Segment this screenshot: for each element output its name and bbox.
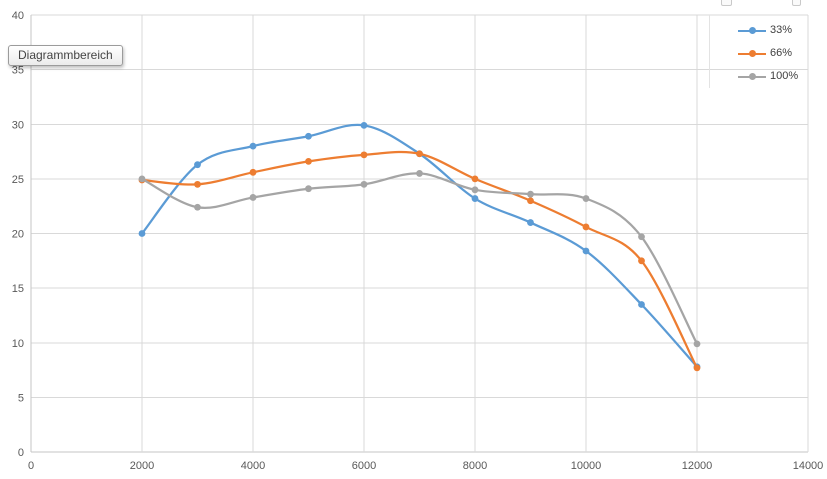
data-point-33%[interactable] xyxy=(527,219,534,226)
legend-swatch-100 xyxy=(738,68,766,85)
chart-legend[interactable]: 33% 66% 100% xyxy=(738,22,824,91)
data-point-33%[interactable] xyxy=(582,247,590,255)
x-tick-label: 12000 xyxy=(682,460,713,472)
data-point-66%[interactable] xyxy=(638,257,645,265)
x-tick-label: 0 xyxy=(28,460,34,472)
data-point-66%[interactable] xyxy=(582,223,590,231)
data-point-100%[interactable] xyxy=(638,233,645,241)
x-tick-label: 6000 xyxy=(352,460,376,472)
data-point-100%[interactable] xyxy=(527,190,534,198)
window-edge-artifact xyxy=(721,0,732,6)
y-tick-label: 15 xyxy=(12,283,24,295)
data-point-33%[interactable] xyxy=(360,121,368,129)
data-point-33%[interactable] xyxy=(249,142,257,150)
data-point-66%[interactable] xyxy=(693,364,701,372)
window-edge-artifact xyxy=(792,0,801,6)
y-tick-label: 30 xyxy=(12,119,24,131)
data-point-100%[interactable] xyxy=(249,194,257,201)
data-point-33%[interactable] xyxy=(305,132,312,140)
legend-label-33: 33% xyxy=(770,24,793,36)
y-tick-label: 35 xyxy=(12,65,24,77)
data-point-66%[interactable] xyxy=(360,151,368,159)
data-point-100%[interactable] xyxy=(471,186,479,194)
y-tick-label: 25 xyxy=(12,174,24,186)
y-tick-label: 10 xyxy=(12,338,24,350)
data-point-66%[interactable] xyxy=(471,175,479,183)
y-tick-label: 20 xyxy=(12,229,24,241)
x-tick-label: 8000 xyxy=(463,460,487,472)
data-point-33%[interactable] xyxy=(138,230,146,237)
data-point-100%[interactable] xyxy=(194,203,201,211)
data-point-100%[interactable] xyxy=(582,195,590,202)
y-tick-label: 0 xyxy=(18,447,24,459)
series-line-33%[interactable] xyxy=(140,123,699,368)
data-point-66%[interactable] xyxy=(249,168,257,176)
data-point-100%[interactable] xyxy=(416,170,423,177)
x-tick-label: 14000 xyxy=(793,460,824,472)
y-tick-label: 40 xyxy=(12,10,24,22)
data-point-100%[interactable] xyxy=(693,340,701,348)
data-point-66%[interactable] xyxy=(527,197,534,205)
legend-item-33[interactable]: 33% xyxy=(738,22,824,39)
chart-area-tooltip: Diagrammbereich xyxy=(8,45,123,66)
data-point-100%[interactable] xyxy=(305,185,312,193)
legend-swatch-33 xyxy=(738,22,766,39)
legend-item-100[interactable]: 100% xyxy=(738,68,824,85)
data-point-66%[interactable] xyxy=(194,180,201,188)
data-point-33%[interactable] xyxy=(638,301,645,308)
data-point-66%[interactable] xyxy=(305,157,312,165)
data-point-100%[interactable] xyxy=(138,175,146,183)
legend-label-100: 100% xyxy=(770,70,799,82)
data-point-33%[interactable] xyxy=(471,195,479,202)
x-tick-label: 10000 xyxy=(571,460,602,472)
x-tick-label: 2000 xyxy=(130,460,154,472)
data-point-33%[interactable] xyxy=(194,161,201,169)
data-point-100%[interactable] xyxy=(360,180,368,188)
legend-item-66[interactable]: 66% xyxy=(738,45,824,62)
frame-artifact-line xyxy=(709,15,710,88)
y-tick-label: 5 xyxy=(18,392,24,404)
series-line-100%[interactable] xyxy=(140,172,699,345)
legend-label-66: 66% xyxy=(770,47,793,59)
legend-swatch-66 xyxy=(738,45,766,62)
series-line-66%[interactable] xyxy=(140,150,699,370)
data-point-66%[interactable] xyxy=(416,150,423,158)
x-tick-label: 4000 xyxy=(241,460,265,472)
